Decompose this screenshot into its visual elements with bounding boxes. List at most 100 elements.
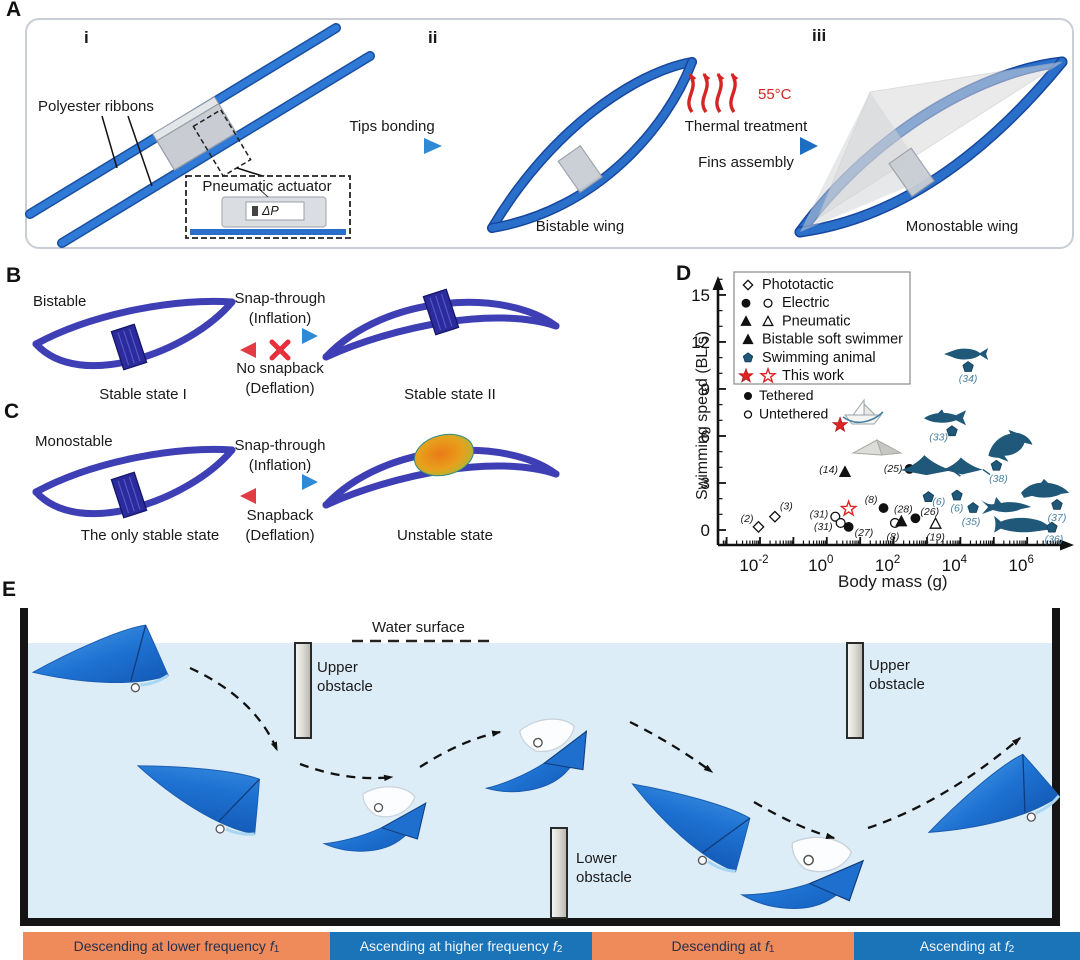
ref-label: (28) <box>894 503 913 515</box>
frequency-subscript: 2 <box>1008 943 1015 955</box>
heat-arrows-icon <box>687 72 739 113</box>
star-open-marker <box>759 366 777 384</box>
frequency-subscript: 1 <box>768 943 775 955</box>
pentagon-marker <box>1051 498 1063 510</box>
panel-b-label: B <box>6 264 22 287</box>
monostable-title: Monostable <box>35 433 113 450</box>
delta-p-label: ΔP <box>262 204 279 218</box>
triangle-filled-marker <box>838 465 852 477</box>
unstable-state-wing <box>322 433 560 509</box>
no-snapback-label: No snapback <box>236 360 324 377</box>
circle-open-marker <box>763 298 773 308</box>
pneumatic-actuator-label: Pneumatic actuator <box>202 178 332 195</box>
fin-triangle <box>800 92 928 232</box>
triangle-filled-marker <box>895 514 908 527</box>
thermal-treatment-label: Thermal treatment <box>684 118 808 135</box>
tank-left-wall <box>20 608 28 926</box>
d-y-axis-arrow <box>712 276 724 290</box>
orca-icon <box>1020 478 1069 498</box>
only-stable-state-label: The only stable state <box>80 527 220 544</box>
paper-boat-icon <box>842 398 884 425</box>
y-tick-label: 12 <box>691 333 710 352</box>
circle-filled-marker <box>741 298 751 308</box>
folded-boat-icon <box>851 438 903 456</box>
pike-fish-icon <box>944 348 989 361</box>
frequency-subscript: 2 <box>556 943 563 955</box>
inflation-label-c: (Inflation) <box>248 457 312 474</box>
frequency-symbol: f <box>765 938 769 954</box>
sub-panel-iii-label: iii <box>812 26 827 45</box>
dolphin-icon <box>988 429 1033 462</box>
ref-label: (33) <box>929 431 948 443</box>
ref-label: (31) <box>810 509 829 521</box>
shark-icon <box>981 497 1032 515</box>
ref-label: (19) <box>926 532 945 544</box>
circle-filled-marker <box>910 513 921 524</box>
tips-bonding-arrow <box>342 138 442 154</box>
ray-icon <box>942 457 991 476</box>
frequency-phase-bar: Descending at lower frequency f 1 Ascendin… <box>23 932 1080 960</box>
panel-c-illustration <box>32 433 560 519</box>
stable-state-2-label: Stable state II <box>404 386 496 403</box>
triangle-filled-marker <box>740 315 752 326</box>
x-tick-label: 10-2 <box>739 554 768 575</box>
deflation-label-c: (Deflation) <box>245 527 315 544</box>
legend2-label: Tethered <box>759 387 813 403</box>
legend-label: Bistable soft swimmer <box>762 332 903 348</box>
frequency-symbol: f <box>552 938 557 954</box>
star-filled-marker <box>737 367 755 383</box>
panel-b-illustration <box>32 288 560 371</box>
panel-a-illustration <box>25 23 1068 248</box>
bistable-wing-label: Bistable wing <box>535 218 625 235</box>
snap-through-label-b: Snap-through <box>234 290 326 307</box>
legend-label: Swimming animal <box>762 350 876 366</box>
ref-label: (6) <box>951 503 964 515</box>
snap-through-arrow-c <box>242 474 318 490</box>
snapback-arrow-c <box>240 488 318 504</box>
unstable-state-label: Unstable state <box>397 527 493 544</box>
d-x-axis-label: Body mass (g) <box>838 572 948 591</box>
ref-label: (38) <box>989 473 1008 485</box>
inflation-label-b: (Inflation) <box>248 310 312 327</box>
sub-panel-ii-label: ii <box>428 28 438 47</box>
tank-right-wall <box>1052 608 1060 926</box>
triangle-open-marker <box>929 516 942 529</box>
stable-state-1-wing <box>32 297 236 371</box>
y-tick-label: 0 <box>701 521 710 540</box>
x-tick-label: 106 <box>1009 554 1034 575</box>
deflation-label-b: (Deflation) <box>245 380 315 397</box>
ref-label: (36) <box>1045 534 1064 546</box>
ref-label: (34) <box>959 373 978 385</box>
ref-label: (31) <box>814 521 833 533</box>
actuator-inset <box>185 175 351 239</box>
pentagon-marker <box>946 425 958 437</box>
pentagon-marker <box>951 489 963 501</box>
phase-segment-text: Descending at lower frequency <box>73 938 266 954</box>
salmon-fish-icon <box>923 409 966 426</box>
circle-filled-marker <box>878 503 889 513</box>
no-snapback-arrow-b <box>240 339 318 361</box>
snap-through-label-c: Snap-through <box>234 437 326 454</box>
water-surface-label: Water surface <box>372 619 465 636</box>
panel-a-label: A <box>6 0 22 21</box>
circle-open-marker <box>830 511 841 522</box>
ref-label: (3) <box>780 501 793 513</box>
panel-e-label: E <box>2 578 17 601</box>
sub-panel-i-label: i <box>84 28 89 47</box>
y-tick-label: 9 <box>701 380 710 399</box>
whale-icon <box>993 515 1050 533</box>
upper-obstacle-left-label: Upper obstacle <box>317 659 373 695</box>
phase-segment-text: Descending at <box>671 938 762 954</box>
pneumatic-actuator-drawing <box>152 96 238 171</box>
frequency-symbol: f <box>1004 938 1009 954</box>
legend-label: Electric <box>782 295 830 311</box>
ref-label: (27) <box>855 527 874 539</box>
pentagon-marker <box>1046 521 1058 533</box>
cross-icon <box>269 339 291 361</box>
panel-e-illustration <box>20 608 1065 926</box>
bistable-title: Bistable <box>33 293 87 310</box>
pentagon-marker <box>922 491 935 502</box>
